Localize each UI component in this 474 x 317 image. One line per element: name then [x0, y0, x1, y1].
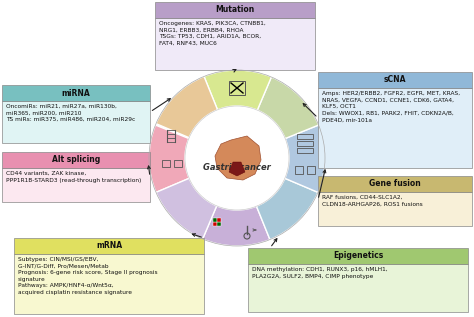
- FancyBboxPatch shape: [248, 248, 468, 264]
- Wedge shape: [285, 125, 325, 192]
- Text: Mutation: Mutation: [215, 5, 255, 15]
- FancyBboxPatch shape: [14, 254, 204, 314]
- FancyBboxPatch shape: [2, 168, 150, 202]
- Text: sCNA: sCNA: [384, 75, 406, 85]
- FancyBboxPatch shape: [217, 222, 221, 226]
- Wedge shape: [156, 76, 218, 138]
- FancyBboxPatch shape: [2, 101, 150, 143]
- Text: Gastric cancer: Gastric cancer: [203, 164, 271, 172]
- FancyBboxPatch shape: [318, 88, 472, 168]
- Text: RAF fusions, CD44-SLC1A2,
CLDN18-ARHGAP26, ROS1 fusions: RAF fusions, CD44-SLC1A2, CLDN18-ARHGAP2…: [322, 195, 423, 207]
- Polygon shape: [229, 162, 245, 176]
- Wedge shape: [149, 125, 189, 192]
- Wedge shape: [256, 178, 318, 240]
- FancyBboxPatch shape: [318, 72, 472, 88]
- FancyBboxPatch shape: [14, 238, 204, 254]
- Text: miRNA: miRNA: [62, 88, 91, 98]
- FancyBboxPatch shape: [248, 264, 468, 312]
- Text: CD44 variants, ZAK kinase,
PPP1R1B-STARD3 (read-through transcription): CD44 variants, ZAK kinase, PPP1R1B-STARD…: [6, 171, 141, 183]
- Wedge shape: [257, 77, 319, 139]
- FancyBboxPatch shape: [217, 218, 221, 222]
- Wedge shape: [156, 178, 217, 239]
- FancyBboxPatch shape: [2, 152, 150, 168]
- Text: Subtypes: CIN/MSI/GS/EBV,
G-INT/G-Diff, Pro/Mesen/Metab
Prognosis: 6-gene risk s: Subtypes: CIN/MSI/GS/EBV, G-INT/G-Diff, …: [18, 257, 158, 295]
- Wedge shape: [202, 206, 270, 246]
- Wedge shape: [204, 70, 272, 110]
- FancyBboxPatch shape: [318, 192, 472, 226]
- FancyBboxPatch shape: [2, 85, 150, 101]
- Text: Gene fusion: Gene fusion: [369, 179, 421, 189]
- Text: Amps: HER2/ERBB2, FGFR2, EGFR, MET, KRAS,
NRAS, VEGFA, CCND1, CCNE1, CDK6, GATA4: Amps: HER2/ERBB2, FGFR2, EGFR, MET, KRAS…: [322, 91, 460, 122]
- Polygon shape: [215, 136, 261, 180]
- Circle shape: [185, 106, 289, 210]
- FancyBboxPatch shape: [213, 218, 217, 222]
- FancyBboxPatch shape: [213, 222, 217, 226]
- Text: Epigenetics: Epigenetics: [333, 251, 383, 261]
- FancyBboxPatch shape: [318, 176, 472, 192]
- FancyBboxPatch shape: [155, 2, 315, 18]
- Text: OncomiRs: miR21, miR27a, miR130b,
miR365, miR200, miR210
TS miRs: miR375, miR486: OncomiRs: miR21, miR27a, miR130b, miR365…: [6, 104, 135, 122]
- Text: Oncogenes: KRAS, PIK3CA, CTNBB1,
NRG1, ERBB3, ERBB4, RHOA
TSGs: TP53, CDH1, ARID: Oncogenes: KRAS, PIK3CA, CTNBB1, NRG1, E…: [159, 21, 266, 46]
- Text: Alt splicing: Alt splicing: [52, 156, 100, 165]
- Text: DNA methylation: CDH1, RUNX3, p16, hMLH1,
PLA2G2A, SULF2, BMP4, CIMP phenotype: DNA methylation: CDH1, RUNX3, p16, hMLH1…: [252, 267, 388, 279]
- FancyBboxPatch shape: [155, 18, 315, 70]
- Text: mRNA: mRNA: [96, 242, 122, 250]
